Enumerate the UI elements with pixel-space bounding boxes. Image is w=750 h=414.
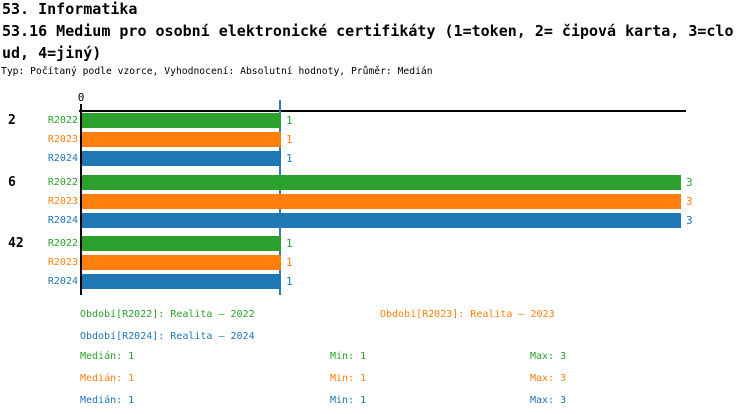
stat-min-r2023: Min: 1 — [330, 373, 367, 384]
category-label-2: 2 — [8, 113, 16, 128]
bar-value-label: 1 — [286, 152, 293, 165]
x-axis-tick-label: 0 — [77, 91, 85, 104]
bar-r2022-cat-42 — [82, 236, 281, 251]
bar-value-label: 1 — [286, 275, 293, 288]
stat-max-r2023: Max: 3 — [530, 373, 567, 384]
stat-min-r2024: Min: 1 — [330, 395, 367, 406]
bar-value-label: 1 — [286, 133, 293, 146]
stat-median-r2022: Medián: 1 — [80, 351, 135, 362]
question-title-line-1: 53.16 Medium pro osobní elektronické cer… — [2, 22, 734, 40]
bar-r2023-cat-42 — [82, 255, 281, 270]
legend-item-r2022: Období[R2022]: Realita – 2022 — [80, 309, 255, 320]
bar-r2024-cat-6 — [82, 213, 681, 228]
series-row-label-r2024: R2024 — [47, 276, 78, 287]
bar-r2022-cat-6 — [82, 175, 681, 190]
legend-item-r2024: Období[R2024]: Realita – 2024 — [80, 331, 255, 342]
y-axis-line — [80, 104, 82, 295]
series-row-label-r2022: R2022 — [47, 238, 78, 249]
category-label-6: 6 — [8, 175, 16, 190]
stat-median-r2023: Medián: 1 — [80, 373, 135, 384]
x-axis-line — [79, 110, 686, 112]
bar-r2023-cat-6 — [82, 194, 681, 209]
bar-value-label: 3 — [686, 214, 693, 227]
chart-meta: Typ: Počítaný podle vzorce, Vyhodnocení:… — [1, 66, 433, 77]
bar-value-label: 3 — [686, 195, 693, 208]
section-title: 53. Informatika — [2, 0, 138, 18]
stat-min-r2022: Min: 1 — [330, 351, 367, 362]
stat-median-r2024: Medián: 1 — [80, 395, 135, 406]
bar-r2024-cat-42 — [82, 274, 281, 289]
question-title-line-2: ud, 4=jiný) — [2, 44, 102, 62]
series-row-label-r2022: R2022 — [47, 177, 78, 188]
series-row-label-r2023: R2023 — [47, 134, 78, 145]
series-row-label-r2024: R2024 — [47, 215, 78, 226]
bar-value-label: 1 — [286, 256, 293, 269]
category-label-42: 42 — [8, 236, 24, 251]
bar-value-label: 1 — [286, 114, 293, 127]
series-row-label-r2023: R2023 — [47, 257, 78, 268]
series-row-label-r2022: R2022 — [47, 115, 78, 126]
series-row-label-r2024: R2024 — [47, 153, 78, 164]
bar-r2024-cat-2 — [82, 151, 281, 166]
bar-value-label: 1 — [286, 237, 293, 250]
bar-value-label: 3 — [686, 176, 693, 189]
series-row-label-r2023: R2023 — [47, 196, 78, 207]
bar-r2022-cat-2 — [82, 113, 281, 128]
stat-max-r2022: Max: 3 — [530, 351, 567, 362]
stat-max-r2024: Max: 3 — [530, 395, 567, 406]
bar-chart-area: 0 2 R2022 1 R2023 1 R2024 1 6 R2022 3 R2023 3 R2024 3… — [8, 91, 693, 295]
legend-item-r2023: Období[R2023]: Realita – 2023 — [380, 309, 555, 320]
bar-r2023-cat-2 — [82, 132, 281, 147]
